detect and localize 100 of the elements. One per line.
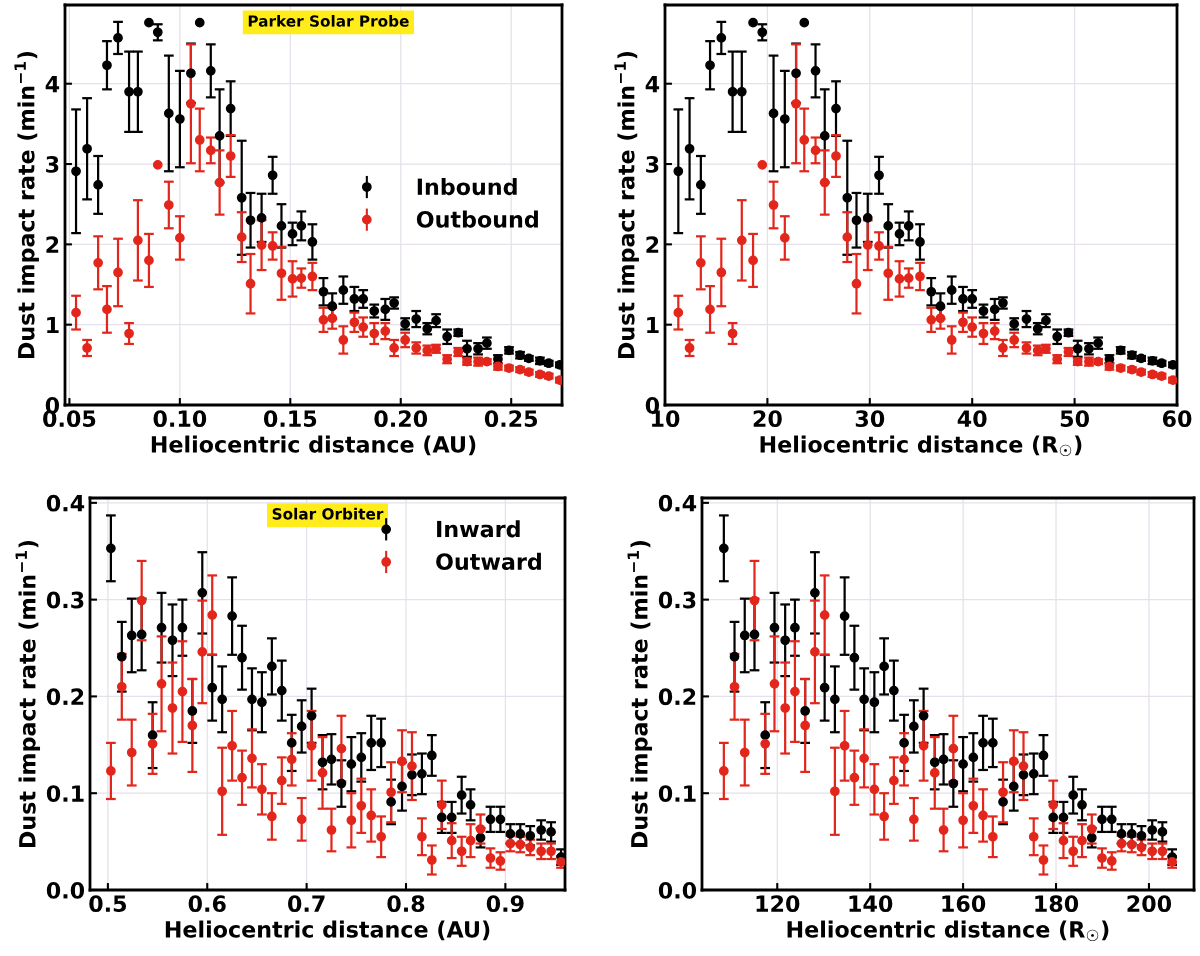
point <box>768 200 779 210</box>
point <box>267 241 278 251</box>
point <box>851 278 862 289</box>
x-tick-label: 40 <box>957 410 987 428</box>
point <box>839 740 850 751</box>
point <box>1068 846 1079 857</box>
y-tick-label: 0.4 <box>658 494 697 512</box>
point <box>495 856 506 866</box>
point <box>102 304 112 315</box>
point <box>256 240 267 251</box>
point <box>175 233 185 243</box>
point <box>475 832 486 843</box>
point <box>336 778 347 789</box>
point <box>1028 831 1039 842</box>
point <box>819 610 830 620</box>
point <box>286 754 297 765</box>
point <box>237 652 247 663</box>
point <box>225 151 236 161</box>
point <box>842 192 853 203</box>
point <box>849 652 860 663</box>
point <box>926 286 937 297</box>
point <box>349 294 360 304</box>
point <box>217 786 228 797</box>
point <box>1058 835 1069 846</box>
point <box>716 267 727 278</box>
point <box>286 738 297 748</box>
point <box>946 285 957 296</box>
y-tick-label: 0.1 <box>658 785 696 802</box>
x-tick-label: 20 <box>753 410 782 428</box>
point <box>915 237 925 247</box>
y-tick-label: 1 <box>647 316 659 334</box>
point <box>227 740 237 751</box>
point <box>727 86 738 97</box>
y-tick-label: 0.2 <box>658 688 696 706</box>
y-axis-title: Dust impact rate (min$^{−1}$) <box>614 51 639 359</box>
point <box>113 267 123 278</box>
x-tick-label: 0.10 <box>153 410 207 428</box>
point <box>780 635 791 646</box>
point <box>859 694 870 705</box>
point <box>144 255 154 266</box>
point <box>978 328 989 339</box>
point <box>227 611 237 621</box>
point <box>1018 769 1029 780</box>
point <box>879 661 889 672</box>
point <box>739 630 750 641</box>
point <box>862 212 873 223</box>
point <box>791 68 801 79</box>
point <box>799 17 810 28</box>
point <box>167 635 178 646</box>
point <box>790 686 800 697</box>
point <box>156 622 167 633</box>
point <box>397 756 407 767</box>
point <box>799 135 810 145</box>
point <box>831 103 841 114</box>
point <box>968 752 979 763</box>
point <box>338 285 349 296</box>
point <box>1077 835 1087 846</box>
point <box>998 343 1008 353</box>
point <box>386 787 396 798</box>
point <box>1038 855 1049 865</box>
point <box>366 810 377 821</box>
point <box>126 630 137 641</box>
point <box>918 740 929 751</box>
point <box>748 17 758 28</box>
point <box>236 192 247 203</box>
point <box>400 335 411 345</box>
point <box>810 587 820 598</box>
y-tick-label: 0.3 <box>46 591 84 609</box>
point <box>102 60 112 71</box>
x-tick-label: 0.7 <box>288 895 325 913</box>
y-tick-label: 0.0 <box>658 881 697 899</box>
x-tick-label: 180 <box>1035 895 1079 913</box>
y-tick-label: 0.0 <box>46 881 85 899</box>
point <box>186 68 196 79</box>
point <box>736 86 747 97</box>
point <box>276 685 287 696</box>
point <box>194 135 205 145</box>
point <box>257 784 267 795</box>
point <box>1106 856 1117 866</box>
point <box>167 703 178 713</box>
point <box>358 294 369 304</box>
point <box>245 215 256 226</box>
point <box>318 286 329 297</box>
point <box>705 304 715 315</box>
point <box>237 772 247 783</box>
point <box>389 343 399 353</box>
point <box>426 750 437 761</box>
point <box>495 814 506 825</box>
y-tick-label: 2 <box>46 236 59 253</box>
point <box>718 543 729 554</box>
point <box>156 678 167 689</box>
x-tick-label: 0.25 <box>484 410 538 428</box>
point <box>926 314 937 325</box>
point <box>147 738 158 749</box>
point <box>1038 750 1049 761</box>
point <box>889 685 899 696</box>
point <box>899 738 909 748</box>
point <box>465 835 476 846</box>
point <box>456 846 467 857</box>
point <box>889 775 899 786</box>
